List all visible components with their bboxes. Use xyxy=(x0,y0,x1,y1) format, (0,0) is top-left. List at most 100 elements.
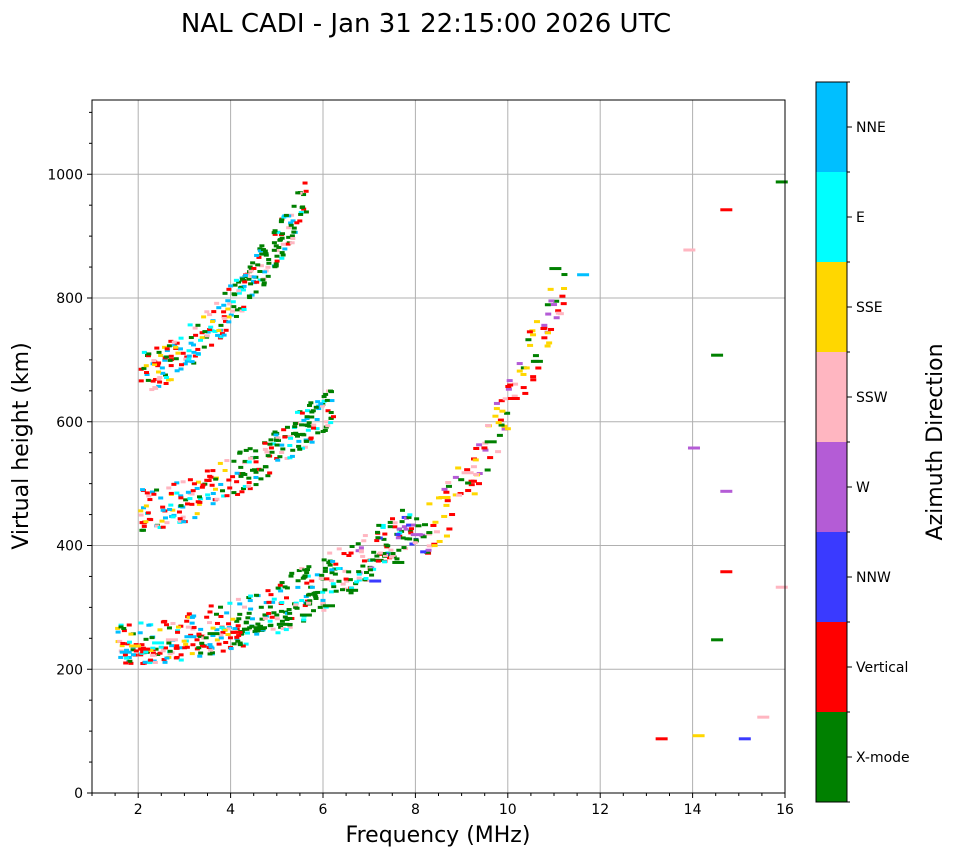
echo-mark xyxy=(328,590,334,594)
echo-mark xyxy=(403,527,409,531)
echo-mark xyxy=(126,640,132,644)
echo-mark xyxy=(327,551,333,555)
echo-mark xyxy=(309,415,315,419)
echo-mark xyxy=(382,553,388,557)
echo-mark xyxy=(274,259,280,263)
echo-mark xyxy=(230,617,236,621)
echo-mark xyxy=(218,633,224,637)
echo-mark xyxy=(273,433,279,437)
echo-mark xyxy=(374,530,380,534)
echo-point xyxy=(392,560,405,564)
echo-mark xyxy=(163,646,169,650)
echo-mark xyxy=(497,418,504,422)
echo-mark xyxy=(168,491,174,495)
echo-mark xyxy=(160,371,166,375)
echo-mark xyxy=(202,330,208,334)
echo-mark xyxy=(230,475,236,479)
echo-mark xyxy=(126,656,132,660)
echo-mark xyxy=(276,245,282,249)
echo-mark xyxy=(247,265,253,269)
echo-mark xyxy=(177,347,183,351)
echo-mark xyxy=(209,651,215,655)
echo-mark xyxy=(287,616,293,620)
echo-mark xyxy=(441,487,448,491)
echo-mark xyxy=(214,638,220,642)
echo-mark xyxy=(255,622,261,626)
echo-mark xyxy=(278,625,284,629)
echo-mark xyxy=(177,517,183,521)
echo-mark xyxy=(201,315,207,319)
echo-mark xyxy=(328,410,334,414)
echo-mark xyxy=(358,546,364,550)
echo-mark xyxy=(287,443,293,447)
echo-mark xyxy=(287,623,293,627)
echo-mark xyxy=(210,633,216,637)
echo-point xyxy=(346,588,359,592)
echo-mark xyxy=(227,486,233,490)
echo-mark xyxy=(143,364,149,368)
y-tick-label: 400 xyxy=(56,539,83,555)
echo-mark xyxy=(126,623,132,627)
plot-area: 2 4 6 8 10 12 14 16 0 200 400 600 800 1000 xyxy=(47,99,794,818)
echo-mark xyxy=(171,482,177,486)
echo-mark xyxy=(330,559,336,563)
echo-mark xyxy=(173,656,179,660)
echo-mark xyxy=(149,388,155,392)
echo-mark xyxy=(156,377,162,381)
colorbar-label-e: E xyxy=(856,210,865,226)
echo-mark xyxy=(183,642,189,646)
echo-mark xyxy=(282,247,288,251)
echo-mark xyxy=(481,446,488,450)
echo-mark xyxy=(167,358,173,362)
echo-mark xyxy=(511,394,518,398)
echo-mark xyxy=(168,354,174,358)
echo-mark xyxy=(306,601,312,605)
echo-mark xyxy=(225,307,231,311)
echo-mark xyxy=(234,635,240,639)
echo-mark xyxy=(322,566,328,570)
y-tick-label: 0 xyxy=(74,786,83,802)
echo-mark xyxy=(183,498,189,502)
echo-mark xyxy=(295,585,301,589)
echo-mark xyxy=(246,460,252,464)
echo-mark xyxy=(140,488,146,492)
echo-mark xyxy=(336,547,342,551)
echo-mark xyxy=(436,539,443,543)
echo-mark xyxy=(253,456,259,460)
echo-mark xyxy=(268,438,274,442)
echo-mark xyxy=(210,469,216,473)
echo-mark xyxy=(540,327,547,331)
echo-mark xyxy=(187,478,193,482)
echo-mark xyxy=(302,445,308,449)
echo-mark xyxy=(445,484,452,488)
echo-mark xyxy=(243,642,249,646)
echo-mark xyxy=(493,407,500,411)
echo-mark xyxy=(265,589,271,593)
echo-mark xyxy=(407,529,413,533)
echo-mark xyxy=(141,506,147,510)
echo-mark xyxy=(329,571,335,575)
echo-mark xyxy=(331,585,337,589)
echo-point xyxy=(299,613,312,617)
echo-mark xyxy=(235,597,241,601)
echo-mark xyxy=(125,642,131,646)
echo-mark xyxy=(272,430,278,434)
echo-mark xyxy=(242,459,248,463)
echo-mark xyxy=(250,261,256,265)
echo-mark xyxy=(485,424,492,428)
echo-mark xyxy=(121,626,127,630)
echo-mark xyxy=(175,630,181,634)
echo-mark xyxy=(561,286,568,290)
echo-mark xyxy=(254,280,260,284)
echo-mark xyxy=(237,643,243,647)
echo-mark xyxy=(308,436,314,440)
echo-point xyxy=(577,273,590,277)
echo-mark xyxy=(246,481,252,485)
echo-mark xyxy=(198,497,204,501)
echo-point xyxy=(757,715,770,719)
echo-mark xyxy=(349,586,355,590)
echo-mark xyxy=(493,401,500,405)
echo-mark xyxy=(154,488,160,492)
echo-points xyxy=(115,180,788,741)
echo-mark xyxy=(470,465,477,469)
